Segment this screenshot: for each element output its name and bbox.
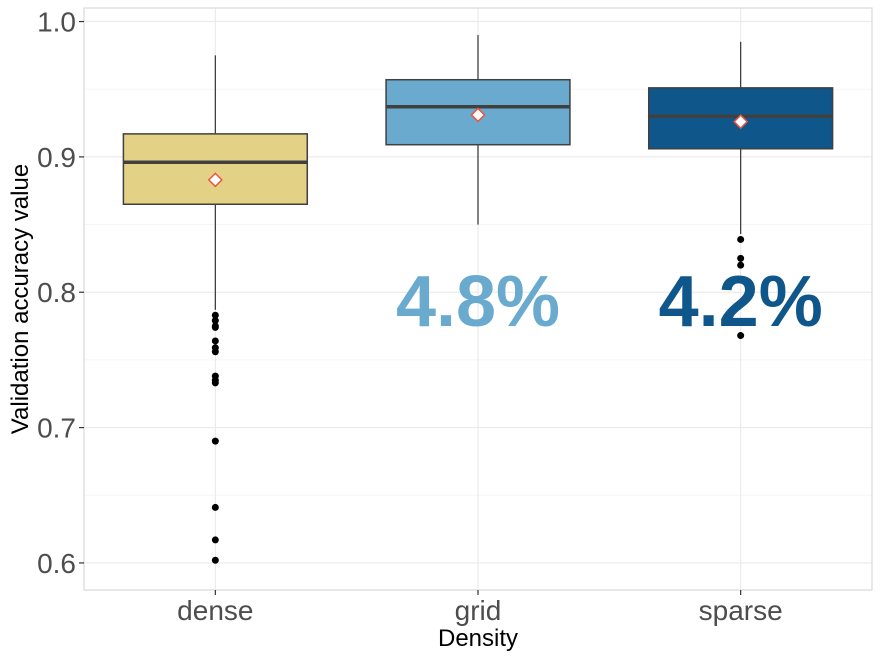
- y-axis-ticks: 0.6 0.7 0.8 0.9 1.0: [37, 7, 84, 579]
- x-tick-label: grid: [455, 595, 502, 626]
- y-axis-title: Validation accuracy value: [7, 164, 34, 434]
- outlier-point: [211, 337, 219, 345]
- mean-marker: [470, 107, 486, 123]
- outlier-point: [211, 536, 219, 544]
- annotations-layer: 4.8% 4.2%: [396, 262, 823, 342]
- outlier-point: [211, 317, 219, 325]
- outlier-point: [211, 503, 219, 511]
- mean-marker: [733, 114, 749, 130]
- outlier-point: [211, 348, 219, 356]
- outlier-point: [211, 437, 219, 445]
- x-tick-label: dense: [177, 595, 253, 626]
- mean-marker: [207, 172, 223, 188]
- y-tick-label: 0.6: [37, 548, 76, 579]
- outlier-point: [211, 379, 219, 387]
- x-axis-title: Density: [438, 625, 518, 652]
- box-sparse: [647, 41, 834, 340]
- outlier-point: [737, 261, 745, 269]
- outlier-point: [211, 311, 219, 319]
- y-tick-label: 0.7: [37, 413, 76, 444]
- x-tick-label: sparse: [699, 595, 783, 626]
- y-tick-label: 1.0: [37, 7, 76, 38]
- annotation-label: 4.8%: [396, 262, 560, 342]
- outlier-point: [211, 323, 219, 331]
- outlier-point: [737, 235, 745, 243]
- outlier-point: [737, 332, 745, 340]
- y-tick-label: 0.9: [37, 142, 76, 173]
- box-grid: [385, 35, 571, 225]
- outlier-point: [211, 556, 219, 564]
- x-axis-ticks: dense grid sparse: [177, 590, 783, 626]
- box-dense: [122, 55, 309, 564]
- annotation-label: 4.2%: [659, 262, 823, 342]
- box-body: [122, 133, 309, 206]
- outlier-point: [737, 254, 745, 262]
- y-tick-label: 0.8: [37, 277, 76, 308]
- boxes-layer: [122, 35, 834, 564]
